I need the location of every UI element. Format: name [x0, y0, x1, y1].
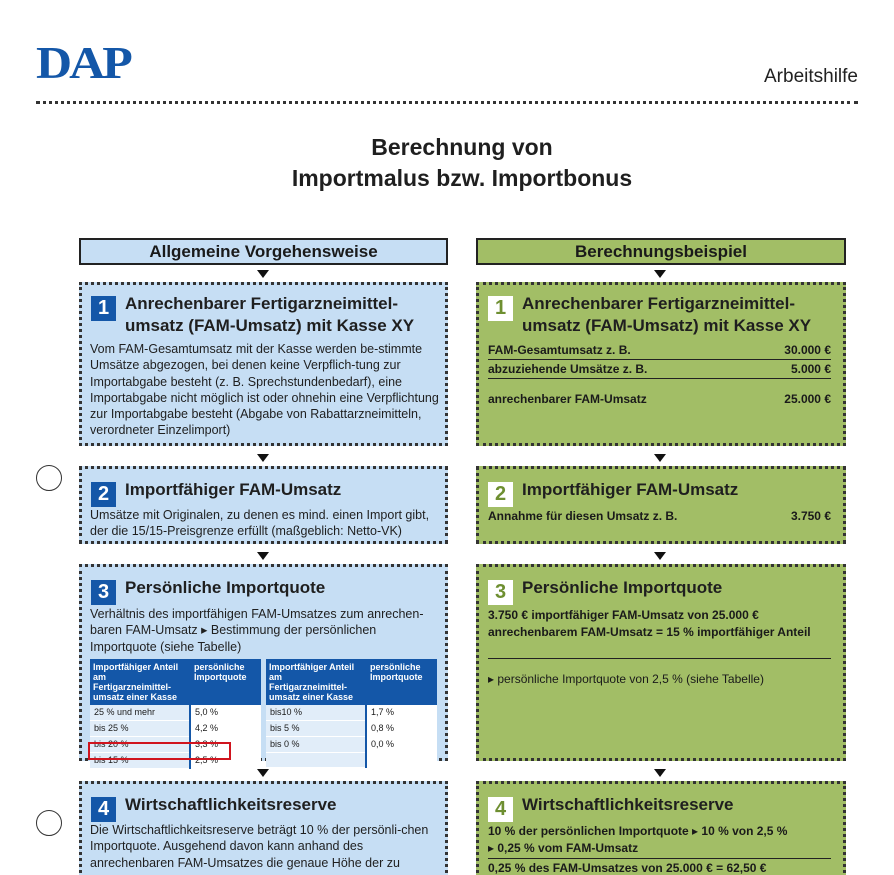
cell-quota: 3,3 %: [190, 736, 261, 753]
calc-label: FAM-Gesamtumsatz z. B.: [488, 343, 631, 357]
arrow-down-icon: [654, 552, 666, 560]
right-column-heading: Berechnungsbeispiel: [476, 238, 846, 265]
calc-value: 5.000 €: [790, 362, 831, 376]
right-step-4-box: 4 Wirtschaftlichkeitsreserve 10 % der pe…: [476, 781, 846, 875]
calc-row: anrechenbarer FAM-Umsatz 25.000 €: [488, 392, 831, 408]
left-step-3-box: 3 Persönliche Importquote Verhältnis des…: [79, 564, 448, 769]
table-row: bis 20 % 3,3 %: [90, 736, 261, 753]
step-number-badge: 4: [91, 797, 116, 822]
step-title: Wirtschaftlichkeitsreserve: [522, 795, 734, 814]
step-title: Wirtschaftlichkeitsreserve: [125, 795, 337, 814]
cell-share: bis 5 %: [266, 720, 367, 737]
calc-divider: [488, 658, 831, 659]
calc-label: abzuziehende Umsätze z. B.: [488, 362, 648, 376]
left-step-2-box: 2 Importfähiger FAM-Umsatz Umsätze mit O…: [79, 466, 448, 544]
table-row: bis 25 % 4,2 %: [90, 720, 261, 737]
header-divider: [36, 101, 858, 104]
calc-line-3: 0,25 % des FAM-Umsatzes von 25.000 € = 6…: [488, 861, 767, 875]
step-title: Persönliche Importquote: [125, 578, 326, 597]
table-header-quota: persönliche Importquote: [366, 659, 437, 705]
step-title: Anrechenbarer Fertigarzneimittel-umsatz …: [125, 294, 415, 335]
document-type-label: Arbeitshilfe: [764, 66, 858, 87]
cell-quota: [366, 752, 437, 768]
highlight-frame: [88, 742, 231, 760]
dap-logo: DAP: [36, 37, 133, 88]
step-title: Persönliche Importquote: [522, 578, 723, 597]
cell-quota: 5,0 %: [190, 705, 261, 721]
step-title: Importfähiger FAM-Umsatz: [125, 480, 342, 499]
calc-row: Annahme für diesen Umsatz z. B. 3.750 €: [488, 509, 831, 525]
calc-result: ▸ persönliche Importquote von 2,5 % (sie…: [488, 672, 764, 686]
punch-hole-circle: [36, 465, 62, 491]
table-row: bis10 % 1,7 %: [266, 705, 437, 721]
calc-value: 30.000 €: [784, 343, 831, 357]
table-header-share: Importfähiger Anteil am Fertigarzneimitt…: [90, 659, 191, 705]
arrow-down-icon: [654, 454, 666, 462]
cell-quota: 4,2 %: [190, 720, 261, 737]
table-header-share: Importfähiger Anteil am Fertigarzneimitt…: [266, 659, 367, 705]
table-header-quota: persönliche Importquote: [190, 659, 261, 705]
table-row: bis 0 % 0,0 %: [266, 736, 437, 753]
calc-explanation: 3.750 € importfähiger FAM-Umsatz von 25.…: [488, 608, 811, 639]
calc-value: 3.750 €: [790, 509, 831, 523]
page-title-line2: Importmalus bzw. Importbonus: [291, 165, 633, 191]
importquote-table-left: Importfähiger Anteil am Fertigarzneimitt…: [90, 659, 261, 769]
calc-label: anrechenbarer FAM-Umsatz: [488, 392, 647, 406]
cell-share: 25 % und mehr: [90, 705, 191, 721]
arrow-down-icon: [654, 270, 666, 278]
calc-label: Annahme für diesen Umsatz z. B.: [488, 509, 678, 523]
table-row: [266, 752, 437, 768]
left-step-4-box: 4 Wirtschaftlichkeitsreserve Die Wirtsch…: [79, 781, 448, 875]
arrow-down-icon: [654, 769, 666, 777]
arrow-down-icon: [257, 552, 269, 560]
table-row: bis 5 % 0,8 %: [266, 720, 437, 737]
punch-hole-circle: [36, 810, 62, 836]
step-description: Umsätze mit Originalen, zu denen es mind…: [90, 508, 430, 539]
left-column-heading: Allgemeine Vorgehensweise: [79, 238, 448, 265]
step-description: Vom FAM-Gesamtumsatz mit der Kasse werde…: [90, 342, 439, 438]
step-number-badge: 3: [488, 580, 513, 605]
step-number-badge: 3: [91, 580, 116, 605]
importquote-table-right: Importfähiger Anteil am Fertigarzneimitt…: [266, 659, 437, 768]
step-number-badge: 1: [91, 296, 116, 321]
cell-quota: 1,7 %: [366, 705, 437, 721]
cell-share: [266, 752, 367, 768]
calc-divider: [488, 858, 831, 859]
step-number-badge: 2: [91, 482, 116, 507]
step-title: Anrechenbarer Fertigarzneimittel-umsatz …: [522, 294, 812, 335]
cell-share: bis 20 %: [90, 736, 191, 753]
cell-quota: 2,5 %: [190, 752, 261, 769]
cell-share: bis 15 %: [90, 752, 191, 769]
step-number-badge: 1: [488, 296, 513, 321]
arrow-down-icon: [257, 769, 269, 777]
table-row: 25 % und mehr 5,0 %: [90, 705, 261, 721]
page-title: Berechnung von Importmalus bzw. Importbo…: [0, 132, 894, 194]
right-step-3-box: 3 Persönliche Importquote 3.750 € import…: [476, 564, 846, 761]
step-description: Verhältnis des importfähigen FAM-Umsatze…: [90, 607, 424, 654]
step-number-badge: 2: [488, 482, 513, 507]
table-row: bis 15 % 2,5 %: [90, 752, 261, 769]
calc-line-1: 10 % der persönlichen Importquote ▸ 10 %…: [488, 824, 788, 838]
cell-share: bis10 %: [266, 705, 367, 721]
page-title-line1: Berechnung von: [371, 134, 553, 160]
cell-quota: 0,8 %: [366, 720, 437, 737]
calc-row: abzuziehende Umsätze z. B. 5.000 €: [488, 362, 831, 379]
cell-share: bis 25 %: [90, 720, 191, 737]
right-step-1-box: 1 Anrechenbarer Fertigarzneimittel-umsat…: [476, 282, 846, 446]
arrow-down-icon: [257, 454, 269, 462]
step-number-badge: 4: [488, 797, 513, 822]
step-title: Importfähiger FAM-Umsatz: [522, 480, 739, 499]
step-description: Die Wirtschaftlichkeitsreserve beträgt 1…: [90, 823, 429, 870]
calc-value: 25.000 €: [784, 392, 831, 406]
cell-share: bis 0 %: [266, 736, 367, 753]
left-step-1-box: 1 Anrechenbarer Fertigarzneimittel-umsat…: [79, 282, 448, 446]
right-step-2-box: 2 Importfähiger FAM-Umsatz Annahme für d…: [476, 466, 846, 544]
cell-quota: 0,0 %: [366, 736, 437, 753]
arrow-down-icon: [257, 270, 269, 278]
calc-line-2: ▸ 0,25 % vom FAM-Umsatz: [488, 841, 639, 855]
calc-row: FAM-Gesamtumsatz z. B. 30.000 €: [488, 343, 831, 360]
